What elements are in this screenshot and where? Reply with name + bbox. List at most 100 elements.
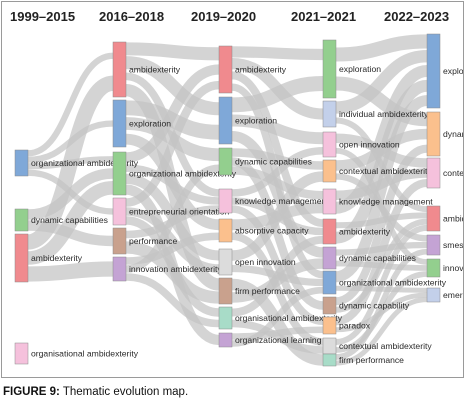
link-a3-to-b3 [27,181,114,265]
node-b1 [112,41,127,98]
node-d6 [322,218,337,245]
node-e7 [426,287,441,303]
period-header-3: 2021–2021 [291,9,356,24]
link-c9-to-d8 [231,286,324,347]
link-c4-to-d10 [231,205,324,326]
period-header-1: 2016–2018 [99,9,164,24]
link-b6-to-c8 [125,273,220,328]
node-label-d2: individual ambidexterity [339,109,429,119]
link-c8-to-d6 [231,235,324,317]
thematic-evolution-sankey: organizational ambidexterity dynamic capa… [10,9,463,367]
node-label-e2: dynamic capability [443,129,463,139]
node-label-d11: contextual ambidexterity [339,341,432,351]
link-c7-to-d12 [231,278,324,366]
node-label-e4: ambidexterity [443,214,463,224]
node-label-d7: dynamic capabilities [339,253,416,263]
link-d11-to-e6 [335,271,428,353]
node-label-a4: organisational ambidexterity [31,349,139,359]
theme-nodes: organizational ambidexterity dynamic capa… [14,33,463,367]
node-c2 [218,96,233,145]
node-label-e3: contextual ambidexterity [443,168,463,178]
node-label-b4: entrepreneurial orientation [129,207,230,217]
link-c3-to-d5 [231,166,324,200]
link-d8-to-e1 [334,95,429,283]
link-c1-to-d6 [231,71,324,228]
node-a2 [14,208,29,232]
flow-links [26,34,429,366]
link-c4-to-d3 [231,146,324,197]
node-b4 [112,197,127,226]
node-label-e7: emerging markets [443,290,463,300]
node-label-d10: paradox [339,321,371,331]
node-b5 [112,227,127,255]
link-c2-to-d1 [231,76,324,113]
link-c5-to-d11 [231,232,324,346]
node-label-d4: contextual ambidexterity [339,166,432,176]
link-d5-to-e1 [334,65,429,214]
node-a4 [14,342,29,365]
node-b3 [112,151,127,196]
node-c3 [218,147,233,176]
link-b1-to-c2 [125,56,220,116]
link-d1-to-e1 [335,34,428,62]
node-c5 [218,218,233,243]
link-c3-to-d4 [231,148,324,170]
node-a3 [14,233,29,283]
node-label-c3: dynamic capabilities [235,157,312,167]
node-label-d9: dynamic capability [339,301,410,311]
node-label-d5: knowledge management [339,197,433,207]
link-d12-to-e7 [335,297,428,366]
node-label-d8: organizational ambidexterity [339,278,447,288]
node-b2 [112,99,127,148]
node-label-b2: exploration [129,119,171,129]
link-d9-to-e2 [335,144,428,306]
link-d9-to-e4 [335,218,428,313]
node-label-d12: firm performance [339,355,404,365]
link-b4-to-c1 [125,80,220,207]
node-c7 [218,277,233,305]
node-label-b1: ambidexterity [129,65,181,75]
link-a1-to-b1 [27,52,114,157]
node-label-b6: innovation ambidexterity [129,264,222,274]
node-label-b5: performance [129,236,177,246]
link-b5-to-c7 [125,241,220,304]
node-e3 [426,157,441,189]
node-e4 [426,205,441,232]
caption-label: FIGURE 9: [3,386,60,398]
link-b6-to-c3 [125,164,220,273]
link-d11-to-e4 [335,224,428,345]
node-c8 [218,306,233,330]
node-label-a1: organizational ambidexterity [31,158,139,168]
link-d2-to-e1 [335,50,428,114]
link-a3-to-b1 [26,75,115,250]
node-d2 [322,100,337,128]
period-header-0: 1999–2015 [10,9,75,24]
node-label-a2: dynamic capabilities [31,215,108,225]
node-label-b3: organizational ambidexterity [129,169,237,179]
node-e6 [426,258,441,278]
node-d7 [322,246,337,270]
node-e1 [426,33,441,109]
node-c4 [218,188,233,214]
node-label-c2: exploration [235,116,277,126]
node-c9 [218,332,233,348]
node-d9 [322,296,337,315]
node-label-d3: open innovation [339,140,400,150]
node-label-e5: smes [443,240,463,250]
link-b4-to-c6 [125,207,220,273]
link-c6-to-d4 [231,171,324,261]
link-c2-to-d7 [231,130,324,258]
node-e5 [426,234,441,256]
link-d12-to-e5 [335,248,428,360]
node-label-c5: absorptive capacity [235,226,309,236]
node-d12 [322,353,337,367]
link-c1-to-d1 [231,46,324,61]
link-b6-to-c5 [125,232,220,265]
node-label-e1: exploitation [443,66,463,76]
link-d6-to-e1 [334,79,429,244]
node-d10 [322,316,337,335]
node-label-d1: exploration [339,64,381,74]
node-label-e6: innovation ambidexterity [443,263,463,273]
node-label-c1: ambidexterity [235,65,287,75]
link-d1-to-e2 [335,76,428,127]
